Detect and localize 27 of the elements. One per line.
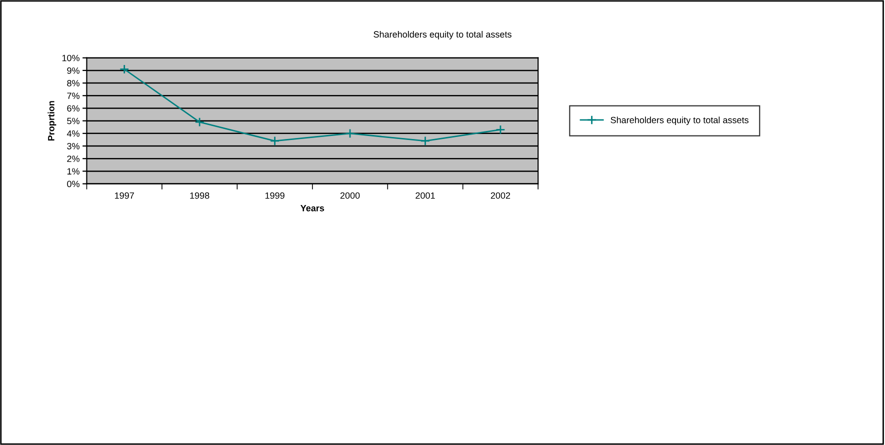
y-tick-label: 6% — [67, 105, 80, 112]
y-tick-label: 9% — [67, 67, 80, 74]
legend-label: Shareholders equity to total assets — [610, 116, 748, 126]
point — [420, 136, 430, 146]
point — [496, 124, 506, 134]
y-tick-label: 1% — [67, 168, 80, 175]
x-tick-label: 2000 — [340, 192, 360, 199]
y-tick-label: 7% — [67, 92, 80, 99]
y-axis-title: Proprtion — [48, 101, 56, 141]
point — [119, 64, 130, 74]
point — [270, 136, 280, 146]
x-tick-label: 1999 — [265, 192, 284, 199]
y-tick-label: 4% — [66, 130, 80, 137]
x-tick-label: 1998 — [190, 192, 210, 199]
x-tick-label: 2002 — [490, 192, 510, 199]
y-tick-label: 10% — [62, 54, 80, 62]
x-tick-label: 2001 — [416, 192, 435, 199]
point — [194, 117, 204, 127]
x-axis-title: Years — [300, 205, 324, 212]
chart-title: Shareholders equity to total assets — [374, 30, 512, 40]
y-tick-label: 0% — [67, 180, 80, 188]
y-tick-label: 2% — [67, 156, 80, 162]
y-tick-label: 3% — [67, 142, 80, 150]
y-tick-label: 8% — [67, 80, 80, 86]
point — [345, 128, 355, 138]
y-tick-label: 5% — [67, 118, 80, 124]
x-tick-label: 1997 — [114, 192, 134, 199]
